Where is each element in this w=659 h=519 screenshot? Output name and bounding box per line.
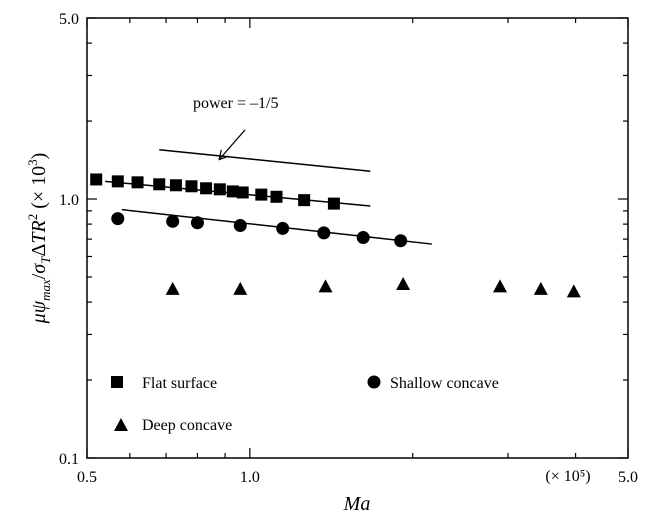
data-point-deep-concave — [396, 276, 411, 290]
x-tick-label: 5.0 — [618, 469, 638, 486]
data-point-shallow-concave — [356, 231, 370, 245]
data-point-shallow-concave — [394, 234, 408, 248]
data-point-deep-concave — [318, 279, 333, 293]
data-point-flat-surface — [153, 178, 166, 191]
x-tick-label: 0.5 — [77, 469, 97, 486]
x-axis-ticks: 0.5 1.0 5.0 — [77, 18, 638, 486]
plot-content — [90, 129, 581, 298]
data-point-deep-concave — [165, 281, 180, 295]
data-point-flat-surface — [213, 183, 226, 196]
data-point-deep-concave — [493, 279, 508, 293]
data-point-flat-surface — [270, 190, 283, 203]
y-axis-title: μψmax/σTΔTR2 (× 103) — [25, 153, 53, 325]
data-point-deep-concave — [233, 281, 248, 295]
x-multiplier-label: (× 10⁵) — [545, 468, 590, 485]
data-point-shallow-concave — [317, 226, 331, 240]
y-tick-label: 5.0 — [59, 11, 79, 28]
x-tick-label: 1.0 — [240, 469, 260, 486]
data-point-flat-surface — [327, 197, 340, 210]
legend-label-flat-surface: Flat surface — [142, 375, 217, 392]
data-point-flat-surface — [111, 175, 124, 188]
legend-marker-flat-surface — [111, 376, 123, 388]
data-point-flat-surface — [226, 185, 239, 198]
data-point-flat-surface — [169, 179, 182, 192]
data-point-shallow-concave — [276, 221, 290, 235]
data-point-shallow-concave — [111, 212, 125, 226]
data-point-flat-surface — [200, 182, 213, 195]
data-point-flat-surface — [255, 188, 268, 201]
data-point-shallow-concave — [190, 216, 204, 230]
legend-marker-deep-concave — [114, 418, 128, 431]
legend-label-shallow-concave: Shallow concave — [390, 375, 499, 392]
data-point-shallow-concave — [233, 219, 247, 233]
plot-frame — [86, 17, 629, 459]
y-axis-ticks: 0.1 1.0 5.0 — [59, 11, 628, 468]
reference-slope-line — [159, 148, 371, 173]
annotation-label: power = –1/5 — [193, 95, 278, 112]
legend: Flat surface Shallow concave Deep concav… — [111, 375, 499, 434]
data-point-flat-surface — [131, 176, 144, 189]
annotation-arrow — [220, 129, 246, 159]
data-point-flat-surface — [236, 186, 249, 199]
data-point-flat-surface — [185, 180, 198, 193]
data-point-shallow-concave — [166, 214, 180, 228]
y-tick-label: 1.0 — [59, 192, 79, 209]
x-axis-title: Ma — [343, 493, 371, 515]
legend-label-deep-concave: Deep concave — [142, 417, 232, 434]
data-point-flat-surface — [90, 173, 103, 186]
data-point-flat-surface — [298, 194, 311, 207]
y-tick-label: 0.1 — [59, 451, 79, 468]
data-point-deep-concave — [566, 284, 581, 298]
data-point-deep-concave — [533, 281, 548, 295]
legend-marker-shallow-concave — [367, 375, 381, 389]
